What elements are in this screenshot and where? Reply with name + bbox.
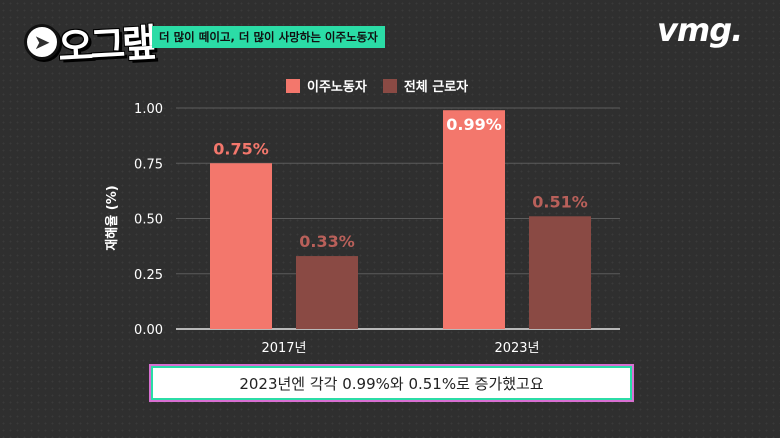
data-label: 0.33%: [299, 232, 355, 251]
y-tick-label: 0.50: [134, 213, 163, 228]
y-axis-label: 재해율 (%): [104, 185, 120, 250]
bar: [443, 110, 505, 330]
arrow-badge-icon: ➤: [24, 23, 60, 60]
brand-logo: vmg.: [657, 11, 743, 49]
x-tick-label: 2017년: [261, 341, 306, 356]
x-tick-label: 2023년: [494, 341, 539, 356]
legend-label-all: 전체 근로자: [403, 80, 469, 95]
legend-item-migrant: 이주노동자: [286, 76, 367, 95]
legend-swatch-all: [382, 78, 397, 93]
y-tick-label: 0.75: [134, 157, 163, 172]
bar: [210, 163, 272, 329]
data-label: 0.99%: [446, 115, 502, 134]
bar: [296, 256, 358, 329]
legend-label-migrant: 이주노동자: [307, 80, 367, 95]
legend-item-all: 전체 근로자: [382, 76, 469, 95]
subtitle-caption: 2023년엔 각각 0.99%와 0.51%로 증가했고요: [151, 366, 632, 400]
y-tick-label: 0.25: [134, 268, 163, 283]
show-logo: ➤ 오그랲: [24, 14, 155, 69]
episode-tag: 더 많이 떼이고, 더 많이 사망하는 이주노동자: [152, 26, 385, 48]
y-tick-label: 0.00: [134, 323, 163, 338]
legend-swatch-migrant: [286, 78, 300, 93]
bar: [529, 216, 591, 329]
chart-legend: 이주노동자 전체 근로자: [286, 76, 468, 95]
data-label: 0.51%: [532, 192, 588, 211]
data-label: 0.75%: [213, 139, 269, 158]
y-tick-label: 1.00: [134, 102, 163, 117]
